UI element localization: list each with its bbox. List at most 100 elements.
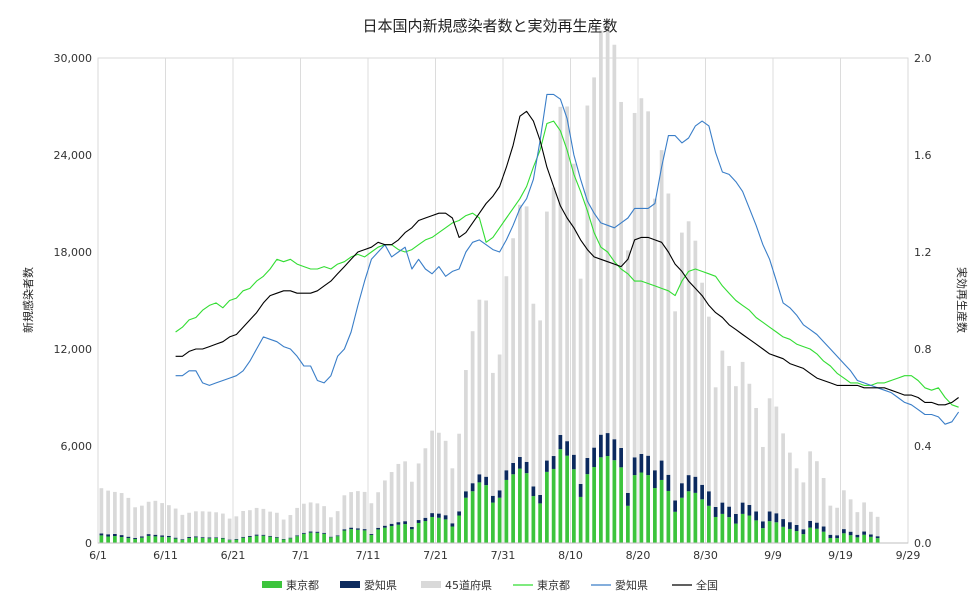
bar-tokyo <box>140 537 144 543</box>
bar-tokyo <box>693 492 698 543</box>
bar-aichi <box>430 513 434 517</box>
bar-tokyo <box>261 535 266 543</box>
bar-aichi <box>342 529 347 531</box>
bar-other <box>140 505 144 537</box>
bar-other <box>801 482 806 530</box>
bar-tokyo <box>720 513 725 543</box>
bar-other <box>369 503 374 534</box>
bar-tokyo <box>869 536 873 543</box>
bar-tokyo <box>376 529 380 543</box>
bar-aichi <box>551 456 556 469</box>
bar-aichi <box>632 457 637 476</box>
bar-tokyo <box>848 535 853 543</box>
bar-tokyo <box>329 537 333 543</box>
bar-other <box>126 497 131 537</box>
bar-aichi <box>626 492 630 506</box>
bar-tokyo <box>484 485 488 543</box>
bar-tokyo <box>626 505 630 543</box>
bar-other <box>389 472 394 524</box>
legend-swatch <box>421 581 441 588</box>
bar-aichi <box>767 511 772 522</box>
bar-tokyo <box>761 528 765 543</box>
bar-aichi <box>173 537 178 539</box>
bar-aichi <box>268 535 272 537</box>
bar-other <box>106 490 110 535</box>
bar-tokyo <box>234 539 239 543</box>
bar-aichi <box>862 531 866 535</box>
bar-tokyo <box>187 537 191 543</box>
bar-other <box>167 505 171 536</box>
bar-other <box>423 448 428 518</box>
bar-aichi <box>329 536 333 538</box>
chart-title: 日本国内新規感染者数と実効再生産数 <box>362 17 617 35</box>
bar-tokyo <box>713 516 718 543</box>
bar-tokyo <box>302 533 306 543</box>
legend-label: 愛知県 <box>364 578 397 592</box>
bar-tokyo <box>295 536 299 543</box>
bar-aichi <box>592 447 596 468</box>
bar-aichi <box>288 537 293 539</box>
bar-aichi <box>477 474 482 483</box>
bar-tokyo <box>707 505 711 543</box>
bar-tokyo <box>254 535 259 543</box>
bar-tokyo <box>686 491 691 543</box>
bar-aichi <box>470 483 475 492</box>
legend-label: 愛知県 <box>615 578 648 592</box>
bar-tokyo <box>437 517 441 543</box>
y-tick-label-right: 2.0 <box>914 52 932 65</box>
bar-aichi <box>241 536 245 538</box>
bar-aichi <box>639 453 644 473</box>
y-tick-label-left: 24,000 <box>54 149 93 162</box>
bar-aichi <box>207 537 212 539</box>
bar-other <box>869 511 873 535</box>
bar-aichi <box>578 483 583 497</box>
bar-aichi <box>349 527 353 530</box>
bar-aichi <box>842 529 846 534</box>
bar-aichi <box>585 457 590 475</box>
bar-aichi <box>794 524 799 532</box>
bar-other <box>808 451 812 521</box>
bar-other <box>315 503 320 532</box>
bar-other <box>572 163 576 455</box>
bar-aichi <box>295 535 299 537</box>
bar-tokyo <box>194 537 198 543</box>
bar-aichi <box>875 536 880 539</box>
bar-aichi <box>720 502 725 514</box>
bar-tokyo <box>389 526 394 543</box>
bar-aichi <box>200 537 205 538</box>
legend-label: 東京都 <box>286 578 319 592</box>
bar-other <box>585 105 590 458</box>
bar-other <box>268 511 272 536</box>
bar-tokyo <box>747 515 752 543</box>
bar-aichi <box>180 539 185 540</box>
bar-other <box>639 98 644 454</box>
x-tick-label: 7/31 <box>491 549 516 562</box>
bar-aichi <box>558 435 563 450</box>
bar-other <box>531 303 536 487</box>
bar-tokyo <box>275 537 279 543</box>
bar-aichi <box>383 525 387 528</box>
bar-other <box>754 408 758 512</box>
bar-other <box>524 206 529 462</box>
bar-tokyo <box>173 538 178 543</box>
bar-aichi <box>369 533 374 535</box>
y-tick-label-left: 6,000 <box>61 440 93 453</box>
bar-aichi <box>848 531 853 536</box>
bar-other <box>308 502 313 532</box>
bar-aichi <box>214 537 218 538</box>
bar-aichi <box>140 536 144 538</box>
bar-other <box>342 495 347 530</box>
bar-tokyo <box>356 529 360 543</box>
bar-tokyo <box>558 449 563 543</box>
x-tick-label: 8/30 <box>693 549 718 562</box>
bar-other <box>160 503 164 536</box>
bar-aichi <box>686 475 691 492</box>
bar-aichi <box>504 470 509 480</box>
bar-other <box>734 386 738 514</box>
bar-aichi <box>646 455 650 476</box>
bar-other <box>302 503 306 533</box>
bar-aichi <box>335 535 340 537</box>
y-tick-label-right: 0.0 <box>914 537 932 550</box>
bar-aichi <box>653 470 657 489</box>
